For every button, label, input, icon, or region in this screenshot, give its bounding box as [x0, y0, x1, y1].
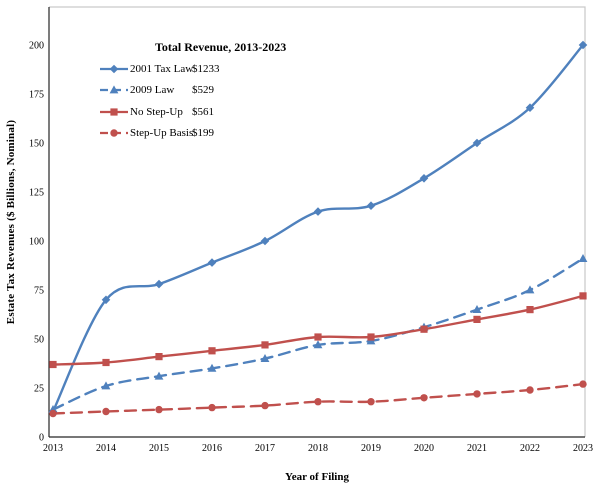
y-tick-label: 100: [29, 237, 44, 248]
legend-series-total: $1233: [192, 62, 220, 75]
data-point-step-up-basis: [261, 401, 269, 410]
x-axis-title: Year of Filing: [285, 471, 349, 483]
x-tick-label: 2017: [255, 443, 275, 454]
data-point-2001-tax-law: [525, 103, 535, 112]
data-point-2009-law: [578, 254, 588, 262]
x-tick-label: 2020: [414, 443, 434, 454]
legend-series-total: $199: [192, 127, 214, 140]
series-2009-law: [48, 254, 588, 413]
x-tick-label: 2021: [467, 443, 487, 454]
data-point-no-step-up: [473, 315, 481, 323]
data-point-no-step-up: [208, 347, 216, 355]
series-line-step-up-basis: [51, 382, 585, 415]
legend-rows: 2001 Tax Law $1233 2009 Law $529 No Step-Up $…: [97, 58, 327, 144]
data-point-no-step-up: [367, 333, 375, 341]
y-tick-label: 125: [29, 188, 44, 199]
series-no-step-up: [49, 292, 587, 369]
legend-series-label: No Step-Up: [130, 105, 183, 118]
data-point-2001-tax-law: [154, 279, 164, 289]
legend-title: Total Revenue, 2013-2023: [155, 40, 287, 54]
y-tick-label: 175: [29, 90, 44, 101]
data-point-step-up-basis: [208, 403, 216, 412]
data-point-2009-law: [313, 340, 323, 349]
data-point-2009-law: [154, 371, 164, 380]
data-point-no-step-up: [420, 325, 428, 333]
data-point-no-step-up: [526, 306, 534, 314]
data-point-no-step-up: [102, 358, 110, 367]
legend-marker-circle-icon: [100, 129, 128, 137]
data-point-no-step-up: [155, 353, 163, 361]
data-point-2001-tax-law: [101, 295, 111, 305]
legend-marker-square-icon: [100, 108, 128, 116]
y-tick-label: 75: [34, 286, 44, 297]
data-point-2009-law: [207, 363, 217, 372]
data-point-2001-tax-law: [419, 174, 429, 183]
data-point-2009-law: [260, 354, 270, 362]
legend-sample-marker: [110, 129, 118, 137]
legend-sample-marker: [110, 108, 118, 116]
series-2001-tax-law: [48, 40, 588, 416]
data-point-step-up-basis: [314, 398, 322, 406]
data-point-no-step-up: [261, 341, 269, 349]
data-point-2001-tax-law: [207, 258, 217, 267]
x-tick-label: 2015: [149, 443, 169, 454]
data-point-step-up-basis: [367, 398, 375, 406]
data-point-step-up-basis: [579, 380, 587, 388]
data-point-2009-law: [472, 305, 482, 313]
y-tick-label: 0: [39, 433, 44, 444]
data-point-step-up-basis: [420, 394, 428, 402]
data-point-2001-tax-law: [260, 236, 270, 246]
x-tick-label: 2018: [308, 443, 328, 454]
legend-series-total: $561: [192, 105, 214, 118]
x-tick-label: 2016: [202, 443, 222, 454]
legend-sample-marker: [109, 85, 119, 94]
x-tick-label: 2022: [520, 443, 540, 454]
data-point-2001-tax-law: [366, 201, 376, 210]
data-point-2001-tax-law: [472, 138, 482, 148]
legend-series-label: 2009 Law: [130, 84, 175, 97]
x-tick-label: 2023: [573, 443, 593, 454]
legend-marker-triangle-icon: [100, 85, 128, 94]
data-point-2009-law: [101, 381, 111, 390]
legend-series-label: Step-Up Basis: [130, 127, 194, 140]
legend-item-no-step-up: No Step-Up $561: [97, 101, 327, 123]
y-tick-label: 50: [34, 335, 44, 346]
data-point-step-up-basis: [102, 407, 110, 416]
series-step-up-basis: [49, 380, 587, 418]
data-point-no-step-up: [579, 292, 587, 300]
y-tick-label: 150: [29, 139, 44, 150]
data-point-2001-tax-law: [313, 207, 323, 216]
legend-marker-diamond-icon: [100, 64, 128, 74]
legend-sample-marker: [109, 64, 119, 74]
x-tick-label: 2014: [96, 443, 116, 454]
data-point-no-step-up: [49, 360, 57, 369]
series-line-no-step-up: [51, 294, 585, 366]
data-point-step-up-basis: [473, 390, 481, 398]
y-tick-label: 25: [34, 384, 44, 395]
data-point-2001-tax-law: [578, 40, 588, 50]
legend-series-label: 2001 Tax Law: [130, 62, 194, 75]
y-tick-label: 200: [29, 41, 44, 52]
data-point-step-up-basis: [49, 409, 57, 418]
data-point-no-step-up: [314, 333, 322, 341]
legend-item-2001-tax-law: 2001 Tax Law $1233: [97, 58, 327, 80]
legend-item-step-up-basis: Step-Up Basis $199: [97, 123, 327, 145]
data-point-step-up-basis: [155, 405, 163, 414]
legend-series-total: $529: [192, 84, 214, 97]
data-point-step-up-basis: [526, 386, 534, 394]
data-point-2009-law: [525, 285, 535, 294]
x-tick-label: 2019: [361, 443, 381, 454]
legend-item-2009-law: 2009 Law $529: [97, 80, 327, 102]
x-tick-label: 2013: [43, 443, 63, 454]
